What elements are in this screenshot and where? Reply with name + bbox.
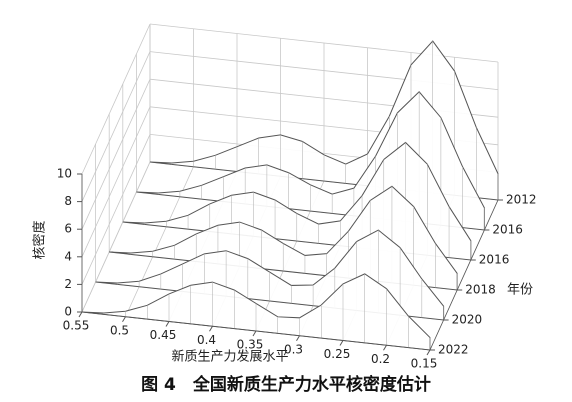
grid-line xyxy=(81,79,151,230)
y-tick-label: 0 xyxy=(64,305,72,319)
x-tick xyxy=(296,335,300,342)
axis-line xyxy=(429,199,499,351)
x-tick xyxy=(165,321,170,327)
x-tick xyxy=(426,349,431,356)
z-tick-label: 2020 xyxy=(452,313,483,327)
x-tick xyxy=(383,344,387,351)
grid-line xyxy=(81,23,151,175)
x-tick-label: 0.45 xyxy=(150,328,177,342)
x-tick xyxy=(122,316,126,323)
x-tick-label: 0.15 xyxy=(411,357,438,371)
x-tick-label: 0.2 xyxy=(371,352,390,366)
x-tick xyxy=(209,325,213,332)
x-tick-label: 0.35 xyxy=(237,338,264,352)
x-axis-label: 新质生产力发展水平 xyxy=(171,349,288,365)
z-tick-label: 2012 xyxy=(506,193,537,207)
y-tick-label: 4 xyxy=(64,249,72,263)
x-tick-label: 0.55 xyxy=(63,319,90,333)
z-tick-label: 2022 xyxy=(438,343,469,357)
y-tick-label: 2 xyxy=(64,277,72,291)
z-tick-label: 2016 xyxy=(492,223,523,237)
x-tick-label: 0.25 xyxy=(324,347,351,361)
grid-line xyxy=(81,134,151,285)
z-tick-label: 2016 xyxy=(479,253,510,267)
x-tick xyxy=(252,330,257,337)
x-tick xyxy=(339,340,344,346)
y-tick-label: 6 xyxy=(64,222,72,236)
x-tick-label: 0.3 xyxy=(284,342,303,356)
grid-line xyxy=(81,106,151,257)
y-tick-label: 8 xyxy=(64,194,72,208)
grid-line xyxy=(81,51,151,202)
z-axis-label: 年份 xyxy=(507,283,533,298)
chart-title: 图 4 全国新质生产力水平核密度估计 xyxy=(141,374,431,395)
grid-line xyxy=(81,161,151,313)
x-tick-label: 0.5 xyxy=(110,323,129,337)
y-tick-label: 10 xyxy=(57,167,72,181)
x-tick xyxy=(78,311,83,318)
y-axis-label: 核密度 xyxy=(32,220,48,259)
z-tick-label: 2018 xyxy=(465,283,496,297)
x-tick-label: 0.4 xyxy=(197,333,216,347)
